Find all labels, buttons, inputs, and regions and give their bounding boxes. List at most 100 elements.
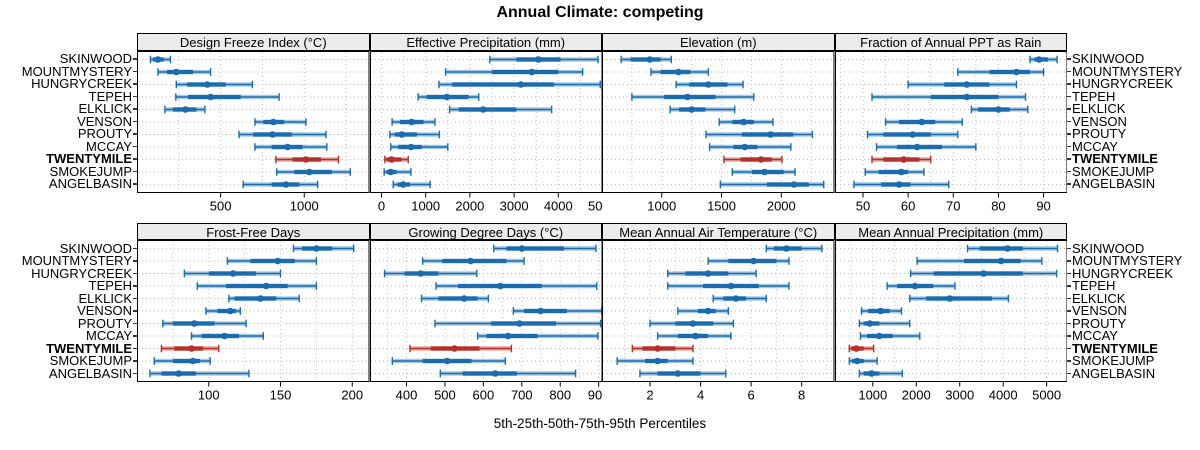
panel-border (137, 240, 370, 382)
x-tick-label: 50 (855, 198, 869, 213)
median-dot (876, 307, 884, 315)
median-dot (504, 332, 511, 340)
median-dot (407, 118, 415, 125)
y-tick (1067, 170, 1071, 173)
site-label-right: MCCAY (1072, 328, 1118, 343)
y-tick (1067, 285, 1071, 287)
y-tick (1067, 145, 1071, 148)
x-tick-label: 1000 (290, 198, 319, 213)
median-dot (175, 370, 182, 377)
y-tick (1067, 58, 1071, 60)
panel-frost-free-days: Frost-Free Days 100 150 200 (137, 222, 370, 409)
panel-border (369, 240, 602, 382)
y-tick (1067, 158, 1071, 160)
median-dot (188, 345, 195, 352)
y-tick (1067, 272, 1071, 275)
median-dot (479, 105, 486, 113)
median-dot (173, 68, 180, 75)
site-label-right: MOUNTMYSTERY (1072, 63, 1183, 79)
x-tick-label: 2000 (767, 198, 796, 213)
y-tick (1067, 120, 1071, 123)
median-dot (313, 245, 320, 252)
y-tick (1067, 372, 1071, 375)
median-dot (191, 320, 198, 327)
site-label-left: TEPEH (88, 278, 132, 293)
median-dot (515, 320, 523, 327)
median-dot (646, 55, 654, 63)
median-dot (387, 155, 395, 163)
x-tick-label: 4000 (988, 388, 1017, 403)
site-label-right: MCCAY (1072, 138, 1118, 154)
x-tick-label: 60 (900, 198, 914, 213)
y-tick (133, 260, 137, 262)
x-tick-label: 5000 (1032, 388, 1061, 403)
y-tick (1067, 108, 1071, 110)
panel-fraction-of-annual-ppt-as-rain: Fraction of Annual PPT as Rain 50 60 70 80 90 (834, 33, 1067, 219)
y-tick (1067, 83, 1071, 85)
chart-title: Annual Climate: competing (496, 4, 704, 21)
site-label-right: ELKLICK (1072, 290, 1126, 306)
x-tick-label: 1500 (707, 198, 736, 213)
y-tick (133, 83, 137, 85)
median-dot (466, 257, 474, 265)
median-dot (491, 370, 499, 377)
x-tick-label: 1000 (647, 198, 676, 213)
plot-area: 100 150 200 (137, 240, 370, 403)
site-label-right: ELKLICK (1072, 101, 1126, 116)
median-dot (1035, 55, 1042, 63)
panel-title: Fraction of Annual PPT as Rain (834, 33, 1067, 51)
panel-title: Effective Precipitation (mm) (369, 33, 602, 51)
site-label-left: SMOKEJUMP (49, 163, 132, 179)
median-dot (911, 282, 918, 290)
median-dot (757, 155, 765, 163)
median-dot (963, 80, 970, 88)
y-tick (1067, 133, 1071, 135)
plot-area: 0 1000 2000 3000 4000 5000 (369, 50, 602, 213)
y-tick (133, 247, 137, 250)
y-tick (133, 58, 137, 60)
median-dot (705, 80, 712, 88)
median-dot (727, 282, 735, 290)
panel-mean-annual-precipitation-mm: Mean Annual Precipitation (mm) 1000 2000 30… (834, 222, 1067, 409)
site-label-right: VENSON (1072, 303, 1127, 318)
panel-border (834, 240, 1067, 382)
plot-area: 1000 1500 2000 (602, 50, 835, 213)
panel-border (369, 50, 602, 193)
panel-elevation-m: Elevation (m) 1000 1500 2000 (602, 33, 835, 219)
site-label-left: MCCAY (86, 138, 132, 154)
median-dot (654, 345, 661, 352)
x-tick-label: 3000 (499, 198, 528, 213)
median-dot (790, 180, 798, 188)
median-dot (221, 332, 228, 340)
plot-area: 2 4 6 8 (602, 240, 835, 403)
site-label-right: ANGELBASIN (1072, 176, 1156, 191)
site-label-left: ELKLICK (78, 101, 132, 116)
median-dot (750, 257, 757, 265)
y-tick (133, 170, 137, 173)
x-tick-label: 150 (270, 388, 292, 403)
median-dot (997, 257, 1004, 265)
median-dot (226, 307, 234, 315)
y-tick (1067, 335, 1071, 337)
site-label-left: TEPEH (88, 88, 132, 104)
y-tick (1067, 297, 1071, 300)
y-tick (133, 322, 137, 325)
x-tick-label: 5000 (588, 198, 602, 213)
site-label-left: MCCAY (86, 328, 132, 343)
y-tick (1067, 70, 1071, 73)
median-dot (302, 155, 310, 163)
y-tick (133, 347, 137, 350)
panel-border (137, 50, 370, 193)
x-tick-label: 400 (395, 388, 417, 403)
site-label-left: PROUTY (77, 315, 132, 331)
median-dot (979, 270, 987, 277)
site-label-left: VENSON (77, 303, 132, 318)
median-dot (154, 55, 162, 63)
x-tick-label: 200 (341, 388, 363, 403)
x-tick-label: 900 (587, 388, 602, 403)
y-tick (133, 183, 137, 185)
median-dot (1003, 245, 1011, 252)
y-tick (133, 108, 137, 110)
median-dot (895, 180, 902, 188)
site-label-right: ANGELBASIN (1072, 365, 1156, 381)
